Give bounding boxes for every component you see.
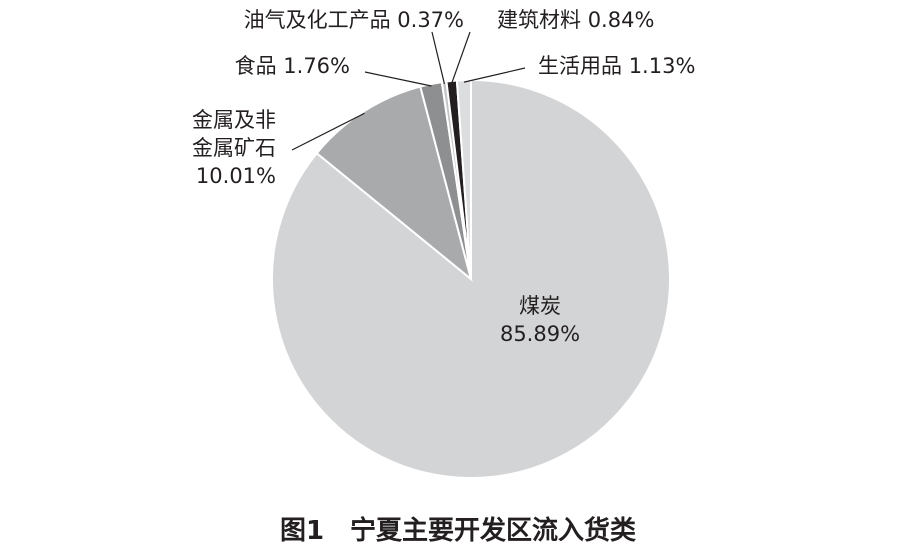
category-label: 油气及化工产品 [243,8,391,32]
category-label: 金属及非金属矿石 [192,108,276,160]
leader-line [431,31,445,84]
leader-line [291,112,365,151]
slice-label: 生活用品 1.13% [538,52,695,80]
category-label: 食品 [234,54,277,78]
leader-line [463,67,526,83]
leader-line [451,31,471,84]
value-label: 0.84% [587,8,655,32]
pie-area [271,31,671,479]
value-label: 85.89% [499,322,581,346]
slice-label: 油气及化工产品 0.37% [244,6,464,34]
slice-label: 建筑材料 0.84% [497,6,654,34]
slice-label: 煤炭 85.89% [470,292,610,348]
leader-line [364,71,432,87]
slice-label: 金属及非金属矿石 10.01% [186,106,276,190]
value-label: 0.37% [397,8,464,32]
value-label: 1.13% [628,54,696,78]
chart-title: 图1 宁夏主要开发区流入货类 [279,516,637,546]
category-label: 建筑材料 [497,8,581,32]
slice-label: 食品 1.76% [235,52,350,80]
category-label: 生活用品 [538,54,622,78]
value-label: 10.01% [195,164,276,188]
category-label: 煤炭 [519,294,561,318]
value-label: 1.76% [283,54,350,78]
